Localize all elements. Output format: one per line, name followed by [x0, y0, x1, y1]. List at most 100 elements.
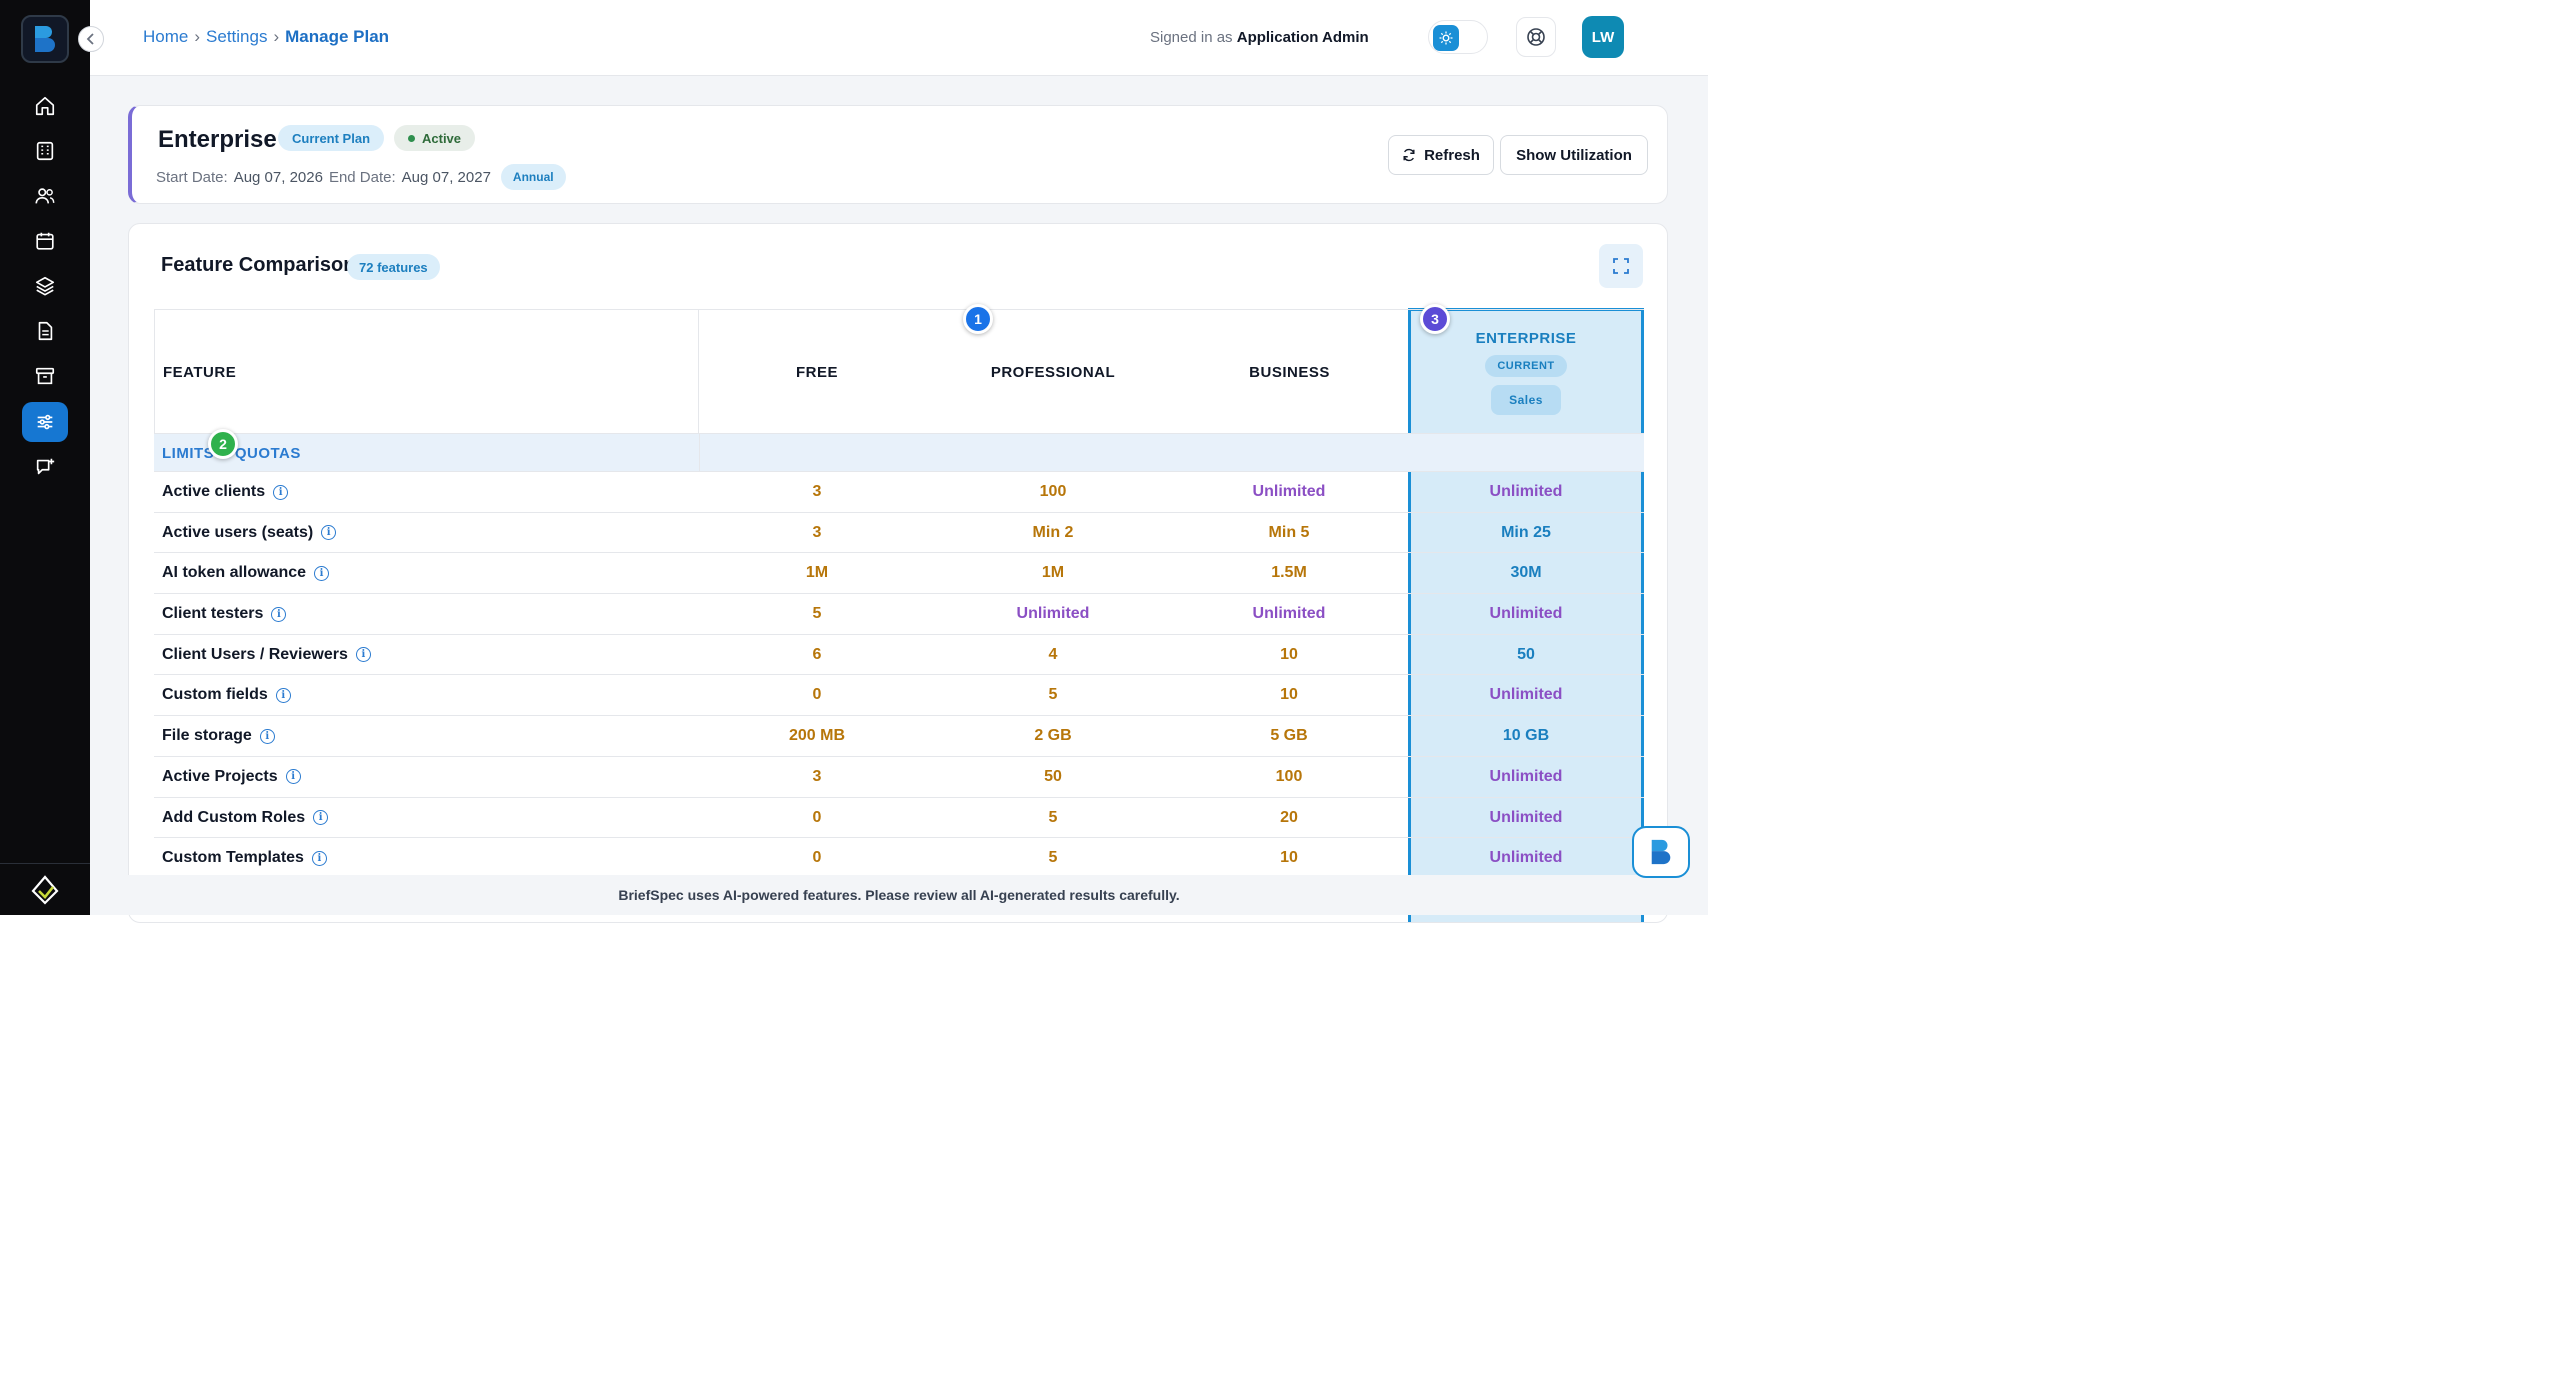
- info-icon[interactable]: i: [321, 525, 337, 541]
- info-icon[interactable]: i: [275, 687, 291, 703]
- feature-name: Custom fields i: [162, 675, 291, 715]
- free-value: 0: [812, 686, 822, 704]
- column-header-free: FREE: [795, 364, 838, 381]
- group-row-limits: LIMITS & QUOTAS: [154, 434, 1644, 472]
- sidebar: [0, 0, 104, 915]
- breadcrumb-settings[interactable]: Settings: [206, 27, 268, 46]
- table-row: Add Custom Roles i 0 5 20 Unlimited: [154, 798, 1644, 839]
- feature-comparison-table: FEATURE FREE PROFESSIONAL BUSINESS ENTER…: [154, 308, 1644, 922]
- app-logo[interactable]: [21, 15, 69, 63]
- feature-label: Custom Templates: [162, 849, 304, 867]
- step-marker-1[interactable]: 1: [963, 304, 993, 334]
- step-marker-3[interactable]: 3: [1420, 304, 1450, 334]
- feature-name: Active Projects i: [162, 757, 301, 797]
- table-row: Client testers i 5 Unlimited Unlimited Unlimi…: [154, 594, 1644, 635]
- enterprise-value: Unlimited: [1489, 483, 1563, 500]
- info-icon[interactable]: i: [273, 484, 289, 500]
- professional-value: 4: [1048, 645, 1058, 663]
- feature-name: Active users (seats) i: [162, 513, 337, 553]
- free-value: 5: [812, 605, 822, 623]
- professional-value: Min 2: [1032, 523, 1074, 541]
- sliders-icon: [37, 414, 53, 430]
- info-icon[interactable]: i: [314, 565, 330, 581]
- sidebar-item-home[interactable]: [22, 86, 68, 126]
- sidebar-item-users[interactable]: [22, 176, 68, 216]
- table-row: AI token allowance i 1M 1M 1.5M 30M: [154, 553, 1644, 595]
- breadcrumb: Home › Settings › Manage Plan: [143, 27, 389, 47]
- info-icon[interactable]: i: [271, 606, 287, 622]
- enterprise-sales-button[interactable]: Sales: [1491, 385, 1561, 415]
- home-icon: [35, 96, 55, 116]
- feature-label: Active users (seats): [162, 523, 314, 541]
- feature-label: Add Custom Roles: [162, 808, 306, 826]
- free-value: 3: [812, 767, 822, 785]
- feedback-icon: [36, 458, 55, 475]
- enterprise-value: Min 25: [1501, 523, 1551, 541]
- fullscreen-button[interactable]: [1599, 244, 1643, 288]
- column-header-business: BUSINESS: [1249, 364, 1330, 381]
- signed-in-user: Application Admin: [1236, 29, 1369, 46]
- signed-in-prefix: Signed in as: [1150, 29, 1233, 46]
- feature-label: Custom fields: [162, 686, 268, 704]
- brand-mark-icon[interactable]: [31, 874, 59, 905]
- info-icon[interactable]: i: [285, 769, 301, 785]
- info-icon[interactable]: i: [355, 647, 371, 663]
- feature-name: Custom Templates i: [162, 838, 327, 878]
- archive-icon: [35, 367, 55, 385]
- status-label: Active: [422, 130, 462, 146]
- free-value: 1M: [805, 564, 829, 582]
- users-icon: [35, 188, 55, 204]
- column-header-feature: FEATURE: [154, 310, 699, 435]
- sidebar-item-archive[interactable]: [22, 356, 68, 396]
- show-utilization-button[interactable]: Show Utilization: [1500, 135, 1648, 175]
- professional-value: 5: [1048, 849, 1058, 867]
- info-icon[interactable]: i: [313, 810, 329, 825]
- breadcrumb-separator: ›: [273, 27, 280, 46]
- billing-cycle-badge: Annual: [500, 164, 566, 190]
- refresh-label: Refresh: [1424, 146, 1480, 164]
- enterprise-value: Unlimited: [1489, 686, 1563, 704]
- sidebar-item-layers[interactable]: [22, 266, 68, 306]
- enterprise-value: 50: [1517, 645, 1535, 663]
- help-button[interactable]: [1516, 17, 1556, 57]
- business-value: 100: [1275, 767, 1303, 785]
- enterprise-current-badge: CURRENT: [1485, 355, 1567, 377]
- theme-toggle[interactable]: [1428, 20, 1488, 54]
- breadcrumb-home[interactable]: Home: [143, 27, 189, 46]
- column-header-enterprise: ENTERPRISE CURRENT Sales: [1408, 310, 1644, 435]
- end-date-label: End Date:: [328, 168, 396, 186]
- feature-name: Client testers i: [162, 594, 287, 634]
- assistant-chat-button[interactable]: [1632, 826, 1690, 878]
- sidebar-item-settings[interactable]: [22, 402, 68, 442]
- column-header-professional: PROFESSIONAL: [990, 364, 1116, 381]
- free-value: 0: [812, 849, 822, 867]
- layers-icon: [35, 276, 55, 296]
- sidebar-item-feedback[interactable]: [22, 447, 68, 487]
- start-date-value: Aug 07, 2026: [233, 168, 323, 186]
- business-value: 10: [1280, 849, 1298, 867]
- breadcrumb-current: Manage Plan: [285, 27, 390, 46]
- professional-value: 100: [1039, 483, 1067, 500]
- table-row: File storage i 200 MB 2 GB 5 GB 10 GB: [154, 716, 1644, 757]
- business-value: 20: [1280, 808, 1298, 826]
- sidebar-item-calendar[interactable]: [22, 221, 68, 261]
- info-icon[interactable]: i: [311, 850, 327, 866]
- professional-value: 1M: [1041, 564, 1065, 582]
- enterprise-column-title: ENTERPRISE: [1475, 330, 1577, 347]
- sidebar-item-documents[interactable]: [22, 311, 68, 351]
- refresh-button[interactable]: Refresh: [1388, 135, 1494, 175]
- chevron-left-icon: [86, 33, 94, 45]
- business-value: 10: [1280, 645, 1298, 663]
- feature-comparison-title: Feature Comparison: [161, 254, 356, 276]
- sidebar-collapse-button[interactable]: [78, 26, 104, 52]
- breadcrumb-separator: ›: [194, 27, 201, 46]
- step-marker-2[interactable]: 2: [208, 429, 238, 459]
- status-dot-icon: [408, 134, 415, 142]
- user-avatar[interactable]: LW: [1582, 16, 1624, 58]
- ai-disclaimer: BriefSpec uses AI-powered features. Plea…: [90, 875, 1708, 915]
- assistant-logo-icon: [1651, 839, 1671, 865]
- refresh-icon: [1403, 148, 1415, 162]
- sidebar-item-organizations[interactable]: [22, 131, 68, 171]
- info-icon[interactable]: i: [259, 728, 275, 744]
- divider: [699, 434, 700, 472]
